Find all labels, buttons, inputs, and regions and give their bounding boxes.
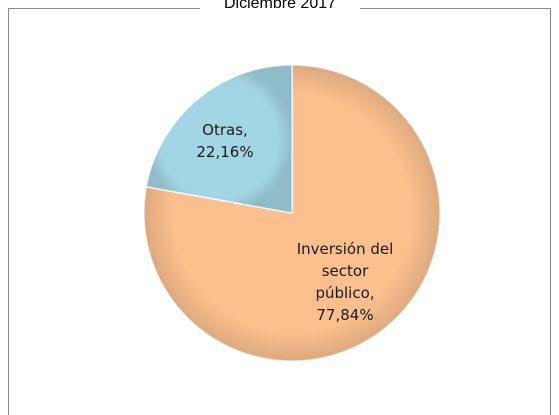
title-backdrop [200,0,360,14]
data-label: Inversión del sector público, 77,84% [296,240,394,324]
data-label-box: Inversión del sector público, 77,84% [296,240,394,324]
pie: Inversión del sector público, 77,84% Otra… [143,64,441,362]
slice-shade [146,65,292,213]
data-label-box: Otras, 22,16% [196,121,254,161]
chart-title: Diciembre 2017 [224,0,336,12]
data-label: Otras, 22,16% [196,121,254,161]
